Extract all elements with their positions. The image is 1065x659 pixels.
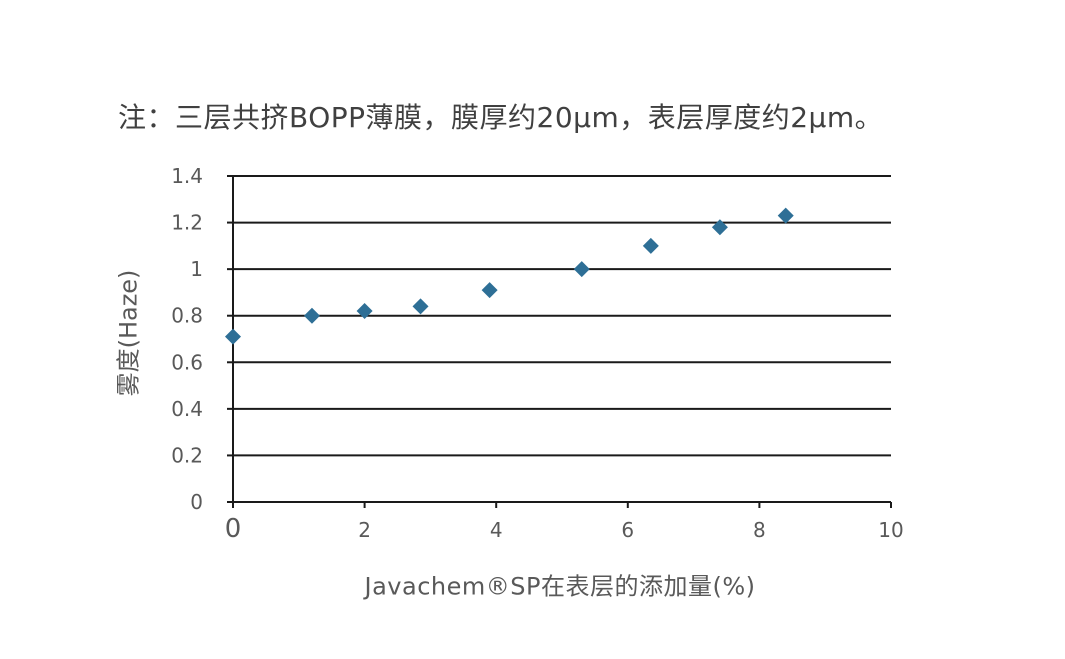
data-point	[356, 303, 373, 320]
data-point	[303, 307, 320, 324]
data-point	[711, 219, 728, 236]
x-axis-label: Javachem®SP在表层的添加量(%)	[364, 572, 756, 601]
x-tick-label: 8	[753, 518, 766, 542]
gridlines	[233, 175, 891, 503]
y-tick-label: 0.4	[171, 397, 203, 421]
data-point	[777, 207, 794, 224]
y-tick-label: 1.2	[171, 211, 203, 235]
x-tick-labels: 0 2 4 6 8 10	[225, 514, 904, 544]
x-tick-label: 10	[878, 518, 903, 542]
y-tick-label: 0	[190, 490, 203, 514]
y-tick-label: 0.6	[171, 350, 203, 374]
data-points	[225, 207, 794, 345]
y-tick-label: 0.8	[171, 304, 203, 328]
y-tick-label: 0.2	[171, 443, 203, 467]
y-axis-label: 雾度(Haze)	[114, 269, 143, 397]
x-tick-label: 0	[225, 514, 242, 544]
y-tick-labels: 0 0.2 0.4 0.6 0.8 1 1.2 1.4	[171, 164, 203, 514]
x-tick-label: 2	[358, 518, 371, 542]
data-point	[642, 237, 659, 254]
axes	[227, 175, 892, 508]
y-tick-label: 1	[190, 257, 203, 281]
data-point	[412, 298, 429, 315]
x-tick-label: 6	[621, 518, 634, 542]
data-point	[573, 261, 590, 278]
x-tick-label: 4	[490, 518, 503, 542]
data-point	[225, 328, 241, 345]
data-point	[481, 282, 498, 299]
y-tick-label: 1.4	[171, 164, 203, 188]
chart-note: 注：三层共挤BOPP薄膜，膜厚约20μm，表层厚度约2μm。	[118, 101, 884, 134]
